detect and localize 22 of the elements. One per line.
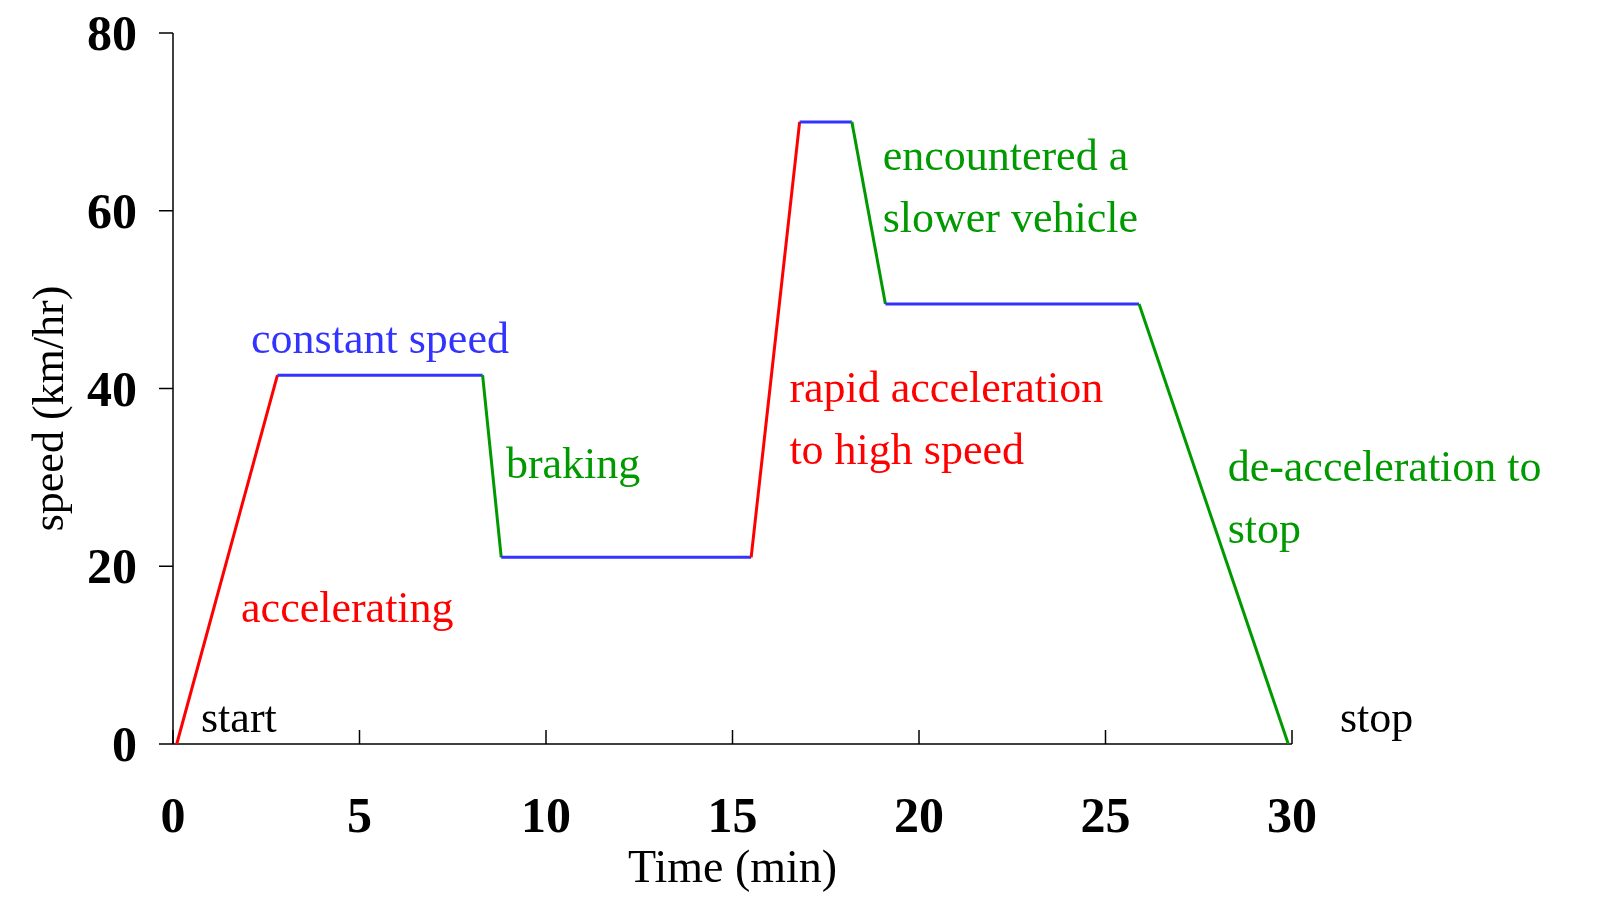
series-label: braking xyxy=(505,439,641,489)
x-axis-title: Time (min) xyxy=(627,841,838,892)
x-tick-label: 0 xyxy=(160,787,186,843)
x-tick-label: 30 xyxy=(1267,787,1317,843)
x-tick-label: 10 xyxy=(521,787,571,843)
annotation: start xyxy=(201,693,277,742)
series-label: accelerating xyxy=(241,582,454,632)
x-tick-label: 5 xyxy=(347,787,372,843)
y-axis-title: speed (km/hr) xyxy=(24,285,73,532)
series-label: encountered a slower vehicle xyxy=(882,130,1138,242)
series-label: constant speed xyxy=(251,314,509,364)
x-tick-label: 15 xyxy=(707,787,758,843)
x-tick-label: 20 xyxy=(894,787,944,843)
y-tick-label: 40 xyxy=(87,360,137,417)
text: stop xyxy=(1340,693,1414,742)
y-tick-label: 0 xyxy=(112,716,137,772)
y-tick-label: 80 xyxy=(87,5,137,61)
y-tick-label: 60 xyxy=(87,182,137,239)
series-label: de-acceleration to stop xyxy=(1227,442,1542,554)
x-tick-label: 25 xyxy=(1080,787,1131,843)
y-tick-label: 20 xyxy=(87,538,137,595)
series-label: rapid acceleration to high speed xyxy=(789,362,1104,474)
